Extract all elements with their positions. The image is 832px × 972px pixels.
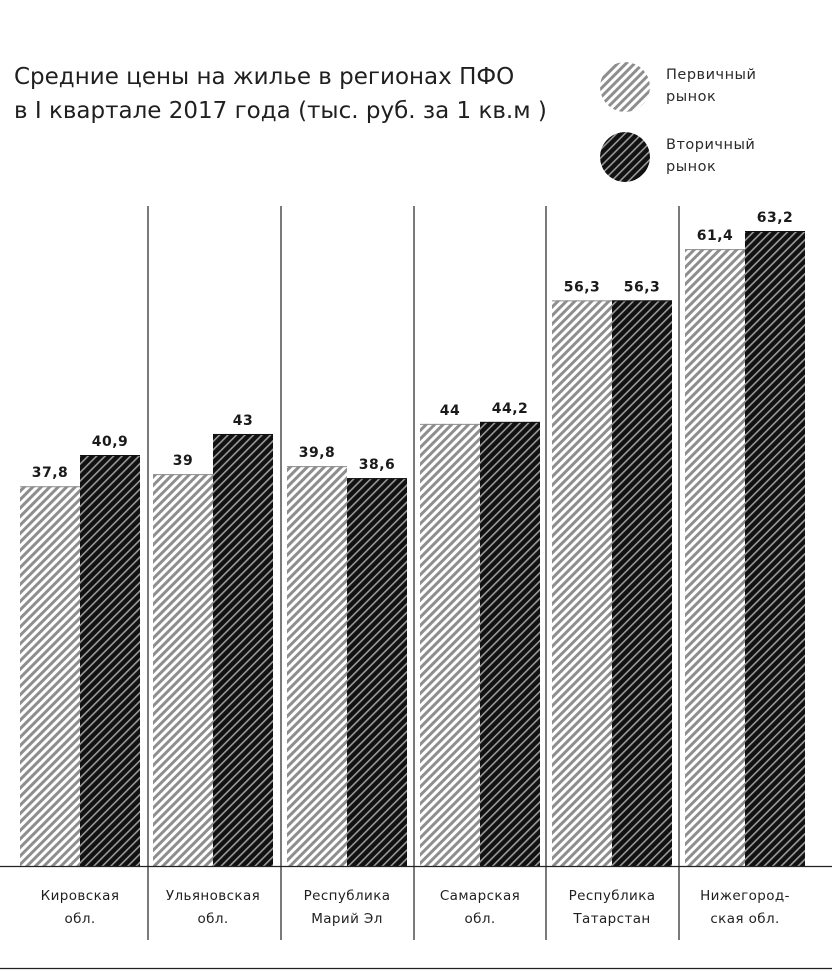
value-label-secondary-0: 40,9 <box>92 434 129 450</box>
value-label-primary-0: 37,8 <box>32 465 69 481</box>
value-label-secondary-2: 38,6 <box>359 457 396 473</box>
bar-secondary-3 <box>480 421 540 866</box>
category-label-0-line-2: обл. <box>64 911 95 927</box>
chart-title-line-1: Средние цены на жилье в регионах ПФО <box>14 64 515 90</box>
category-label-2-line-1: Республика <box>304 888 391 904</box>
bar-secondary-2 <box>347 478 407 866</box>
value-label-secondary-4: 56,3 <box>624 279 661 295</box>
value-label-primary-3: 44 <box>440 403 460 419</box>
category-label-4-line-2: Татарстан <box>572 911 650 927</box>
bar-secondary-0 <box>80 455 140 866</box>
legend-label-secondary-line-1: Вторичный <box>666 137 756 153</box>
bar-primary-2 <box>287 466 347 866</box>
bar-primary-0 <box>20 486 80 866</box>
bar-secondary-1 <box>213 433 273 866</box>
chart-title: Средние цены на жилье в регионах ПФО в I… <box>14 60 574 128</box>
category-label-3-line-2: обл. <box>464 911 495 927</box>
bar-primary-5 <box>685 249 745 866</box>
legend-label-secondary-line-2: рынок <box>666 159 717 175</box>
category-label-5-line-1: Нижегород- <box>700 888 790 904</box>
value-label-secondary-5: 63,2 <box>757 210 794 226</box>
category-label-5-line-2: ская обл. <box>710 911 779 927</box>
category-label-1-line-2: обл. <box>197 911 228 927</box>
bar-primary-1 <box>153 474 213 866</box>
legend-swatch-secondary <box>600 132 650 182</box>
bar-secondary-5 <box>745 231 805 866</box>
bar-secondary-4 <box>612 300 672 867</box>
value-label-secondary-3: 44,2 <box>492 401 529 417</box>
category-label-1-line-1: Ульяновская <box>166 888 260 904</box>
category-label-3-line-1: Самарская <box>440 888 520 904</box>
bar-primary-3 <box>420 423 480 866</box>
value-label-primary-4: 56,3 <box>564 279 601 295</box>
value-label-secondary-1: 43 <box>233 413 253 429</box>
legend-item-secondary: Вторичный рынок <box>600 132 820 182</box>
bar-primary-4 <box>552 300 612 867</box>
legend-item-primary: Первичный рынок <box>600 62 820 112</box>
category-label-2-line-2: Марий Эл <box>311 911 383 927</box>
legend-swatch-primary <box>600 62 650 112</box>
value-label-primary-5: 61,4 <box>697 228 734 244</box>
value-label-primary-1: 39 <box>173 453 193 469</box>
value-label-primary-2: 39,8 <box>299 445 336 461</box>
category-label-0-line-1: Кировская <box>41 888 120 904</box>
category-label-4-line-1: Республика <box>569 888 656 904</box>
chart-title-line-2: в I квартале 2017 года (тыс. руб. за 1 к… <box>14 98 547 124</box>
legend-label-primary-line-1: Первичный <box>666 67 757 83</box>
legend-label-primary-line-2: рынок <box>666 89 717 105</box>
